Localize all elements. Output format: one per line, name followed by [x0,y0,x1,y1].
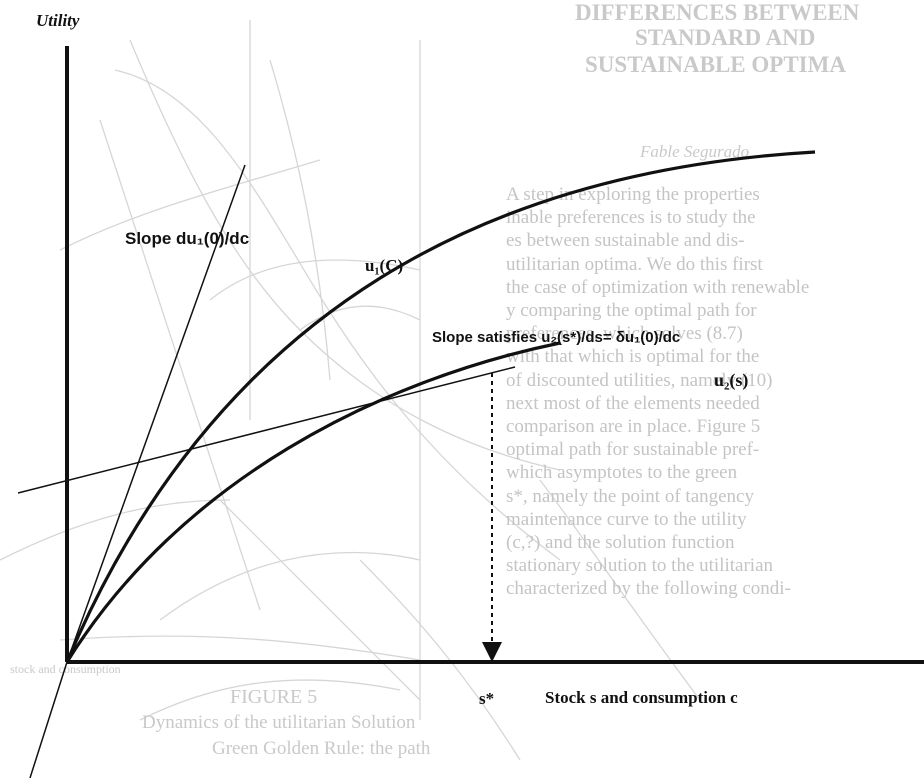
background-title-line-3: SUSTAINABLE OPTIMA [585,52,846,77]
background-body-text: A step in exploring the properties inabl… [506,183,809,601]
background-body-line: A step in exploring the properties [506,184,760,205]
background-body-line: maintenance curve to the utility [506,508,747,530]
background-body-line: with that which is optimal for the [506,346,760,368]
s-star-label: s* [479,689,495,708]
u2-curve-label: u₂(s) [714,370,749,390]
background-caption-line-1: Dynamics of the utilitarian Solution [142,712,416,733]
background-body-line: the case of optimization with renewable [506,276,810,298]
background-body-line: optimal path for sustainable pref- [506,439,760,461]
u2-curve [65,341,561,663]
background-body-line: preferences, which solves (8.7) [506,323,743,345]
background-body-line: which asymptotes to the green [506,462,738,484]
background-body-line: es between sustainable and dis- [506,230,745,252]
background-author: Fable Segurado [640,142,750,161]
slope-satisfies-label: Slope satisfies u₂(s*)/ds= δu₁(0)/dc [432,329,681,346]
background-body-line: of discounted utilities, namely (10) [506,369,773,391]
background-body-line: next most of the elements needed [506,392,760,414]
u1-curve-label: u₁(C) [365,256,404,275]
u1-curve [65,150,816,663]
background-title-line-2: STANDARD AND [635,25,816,50]
background-body-line: stationary solution to the utilitarian [506,555,774,577]
background-body-line: characterized by the following condi- [506,578,791,600]
x-axis-label: Stock s and consumption c [545,688,738,707]
background-body-line: s*, namely the point of tangency [506,485,754,507]
slope-satisfies-tangent-line [17,366,516,494]
background-body-line: (c,?) and the solution function [506,532,735,554]
background-body-line: inable preferences is to study the [506,207,756,229]
background-body-line: y comparing the optimal path for [506,300,757,322]
slope-du1-label: Slope du₁(0)/dc [125,229,250,248]
slope-du1-tangent-line [66,164,246,663]
y-axis-extension-below-origin [29,661,68,778]
background-title-line-1: DIFFERENCES BETWEEN [575,0,860,25]
background-body-line: comparison are in place. Figure 5 [506,416,761,438]
background-figure-label: FIGURE 5 [230,686,318,708]
background-caption-line-2: Green Golden Rule: the path [212,738,431,759]
background-body-line: utilitarian optima. We do this first [506,253,763,275]
y-axis-label: Utility [36,11,80,30]
